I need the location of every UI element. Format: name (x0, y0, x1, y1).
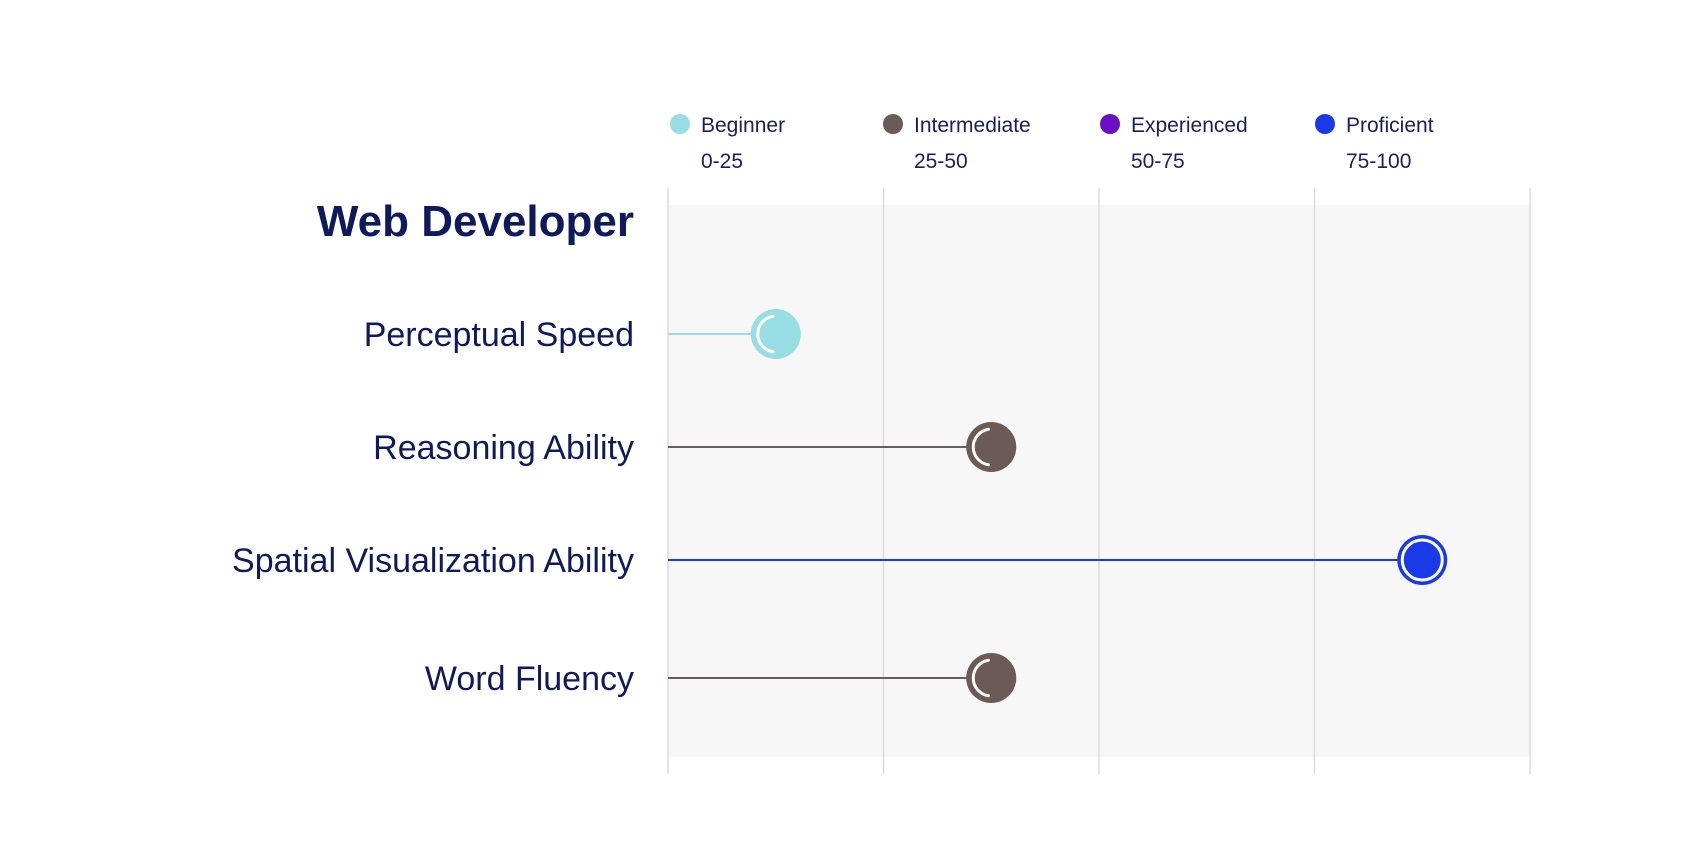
legend-item: Beginner 0-25 (670, 114, 785, 173)
row-label: Perceptual Speed (364, 316, 634, 354)
legend-range: 0-25 (701, 150, 743, 173)
lollipop-marker-highlight (971, 658, 990, 698)
legend-swatch (670, 114, 690, 134)
row-label: Spatial Visualization Ability (232, 542, 634, 580)
legend-label: Experienced (1131, 114, 1248, 137)
lollipop-marker (1397, 535, 1448, 585)
legend-label: Beginner (701, 114, 785, 137)
legend-label: Intermediate (914, 114, 1031, 137)
legend-swatch (1100, 114, 1120, 134)
lollipop-marker-highlight (756, 314, 775, 354)
legend-item: Proficient 75-100 (1315, 114, 1434, 173)
chart-rows: Perceptual Speed Reasoning Ability Spatial… (232, 309, 1448, 703)
row-label: Reasoning Ability (373, 429, 634, 467)
legend-range: 50-75 (1131, 150, 1185, 173)
legend-item: Experienced 50-75 (1100, 114, 1248, 173)
row-label: Word Fluency (425, 660, 634, 698)
legend-label: Proficient (1346, 114, 1434, 137)
chart-title: Web Developer (317, 197, 634, 246)
legend-range: 25-50 (914, 150, 968, 173)
chart-row: Spatial Visualization Ability (232, 535, 1448, 585)
chart-row: Reasoning Ability (373, 422, 1017, 472)
legend-item: Intermediate 25-50 (883, 114, 1031, 173)
lollipop-marker-highlight (971, 427, 990, 467)
legend-range: 75-100 (1346, 150, 1411, 173)
legend: Beginner 0-25 Intermediate 25-50 Experienced… (670, 114, 1434, 173)
legend-swatch (883, 114, 903, 134)
chart-row: Perceptual Speed (364, 309, 801, 359)
legend-swatch (1315, 114, 1335, 134)
lollipop-marker-ring (1400, 538, 1444, 582)
grid-lines (667, 188, 1531, 774)
chart-row: Word Fluency (425, 653, 1017, 703)
